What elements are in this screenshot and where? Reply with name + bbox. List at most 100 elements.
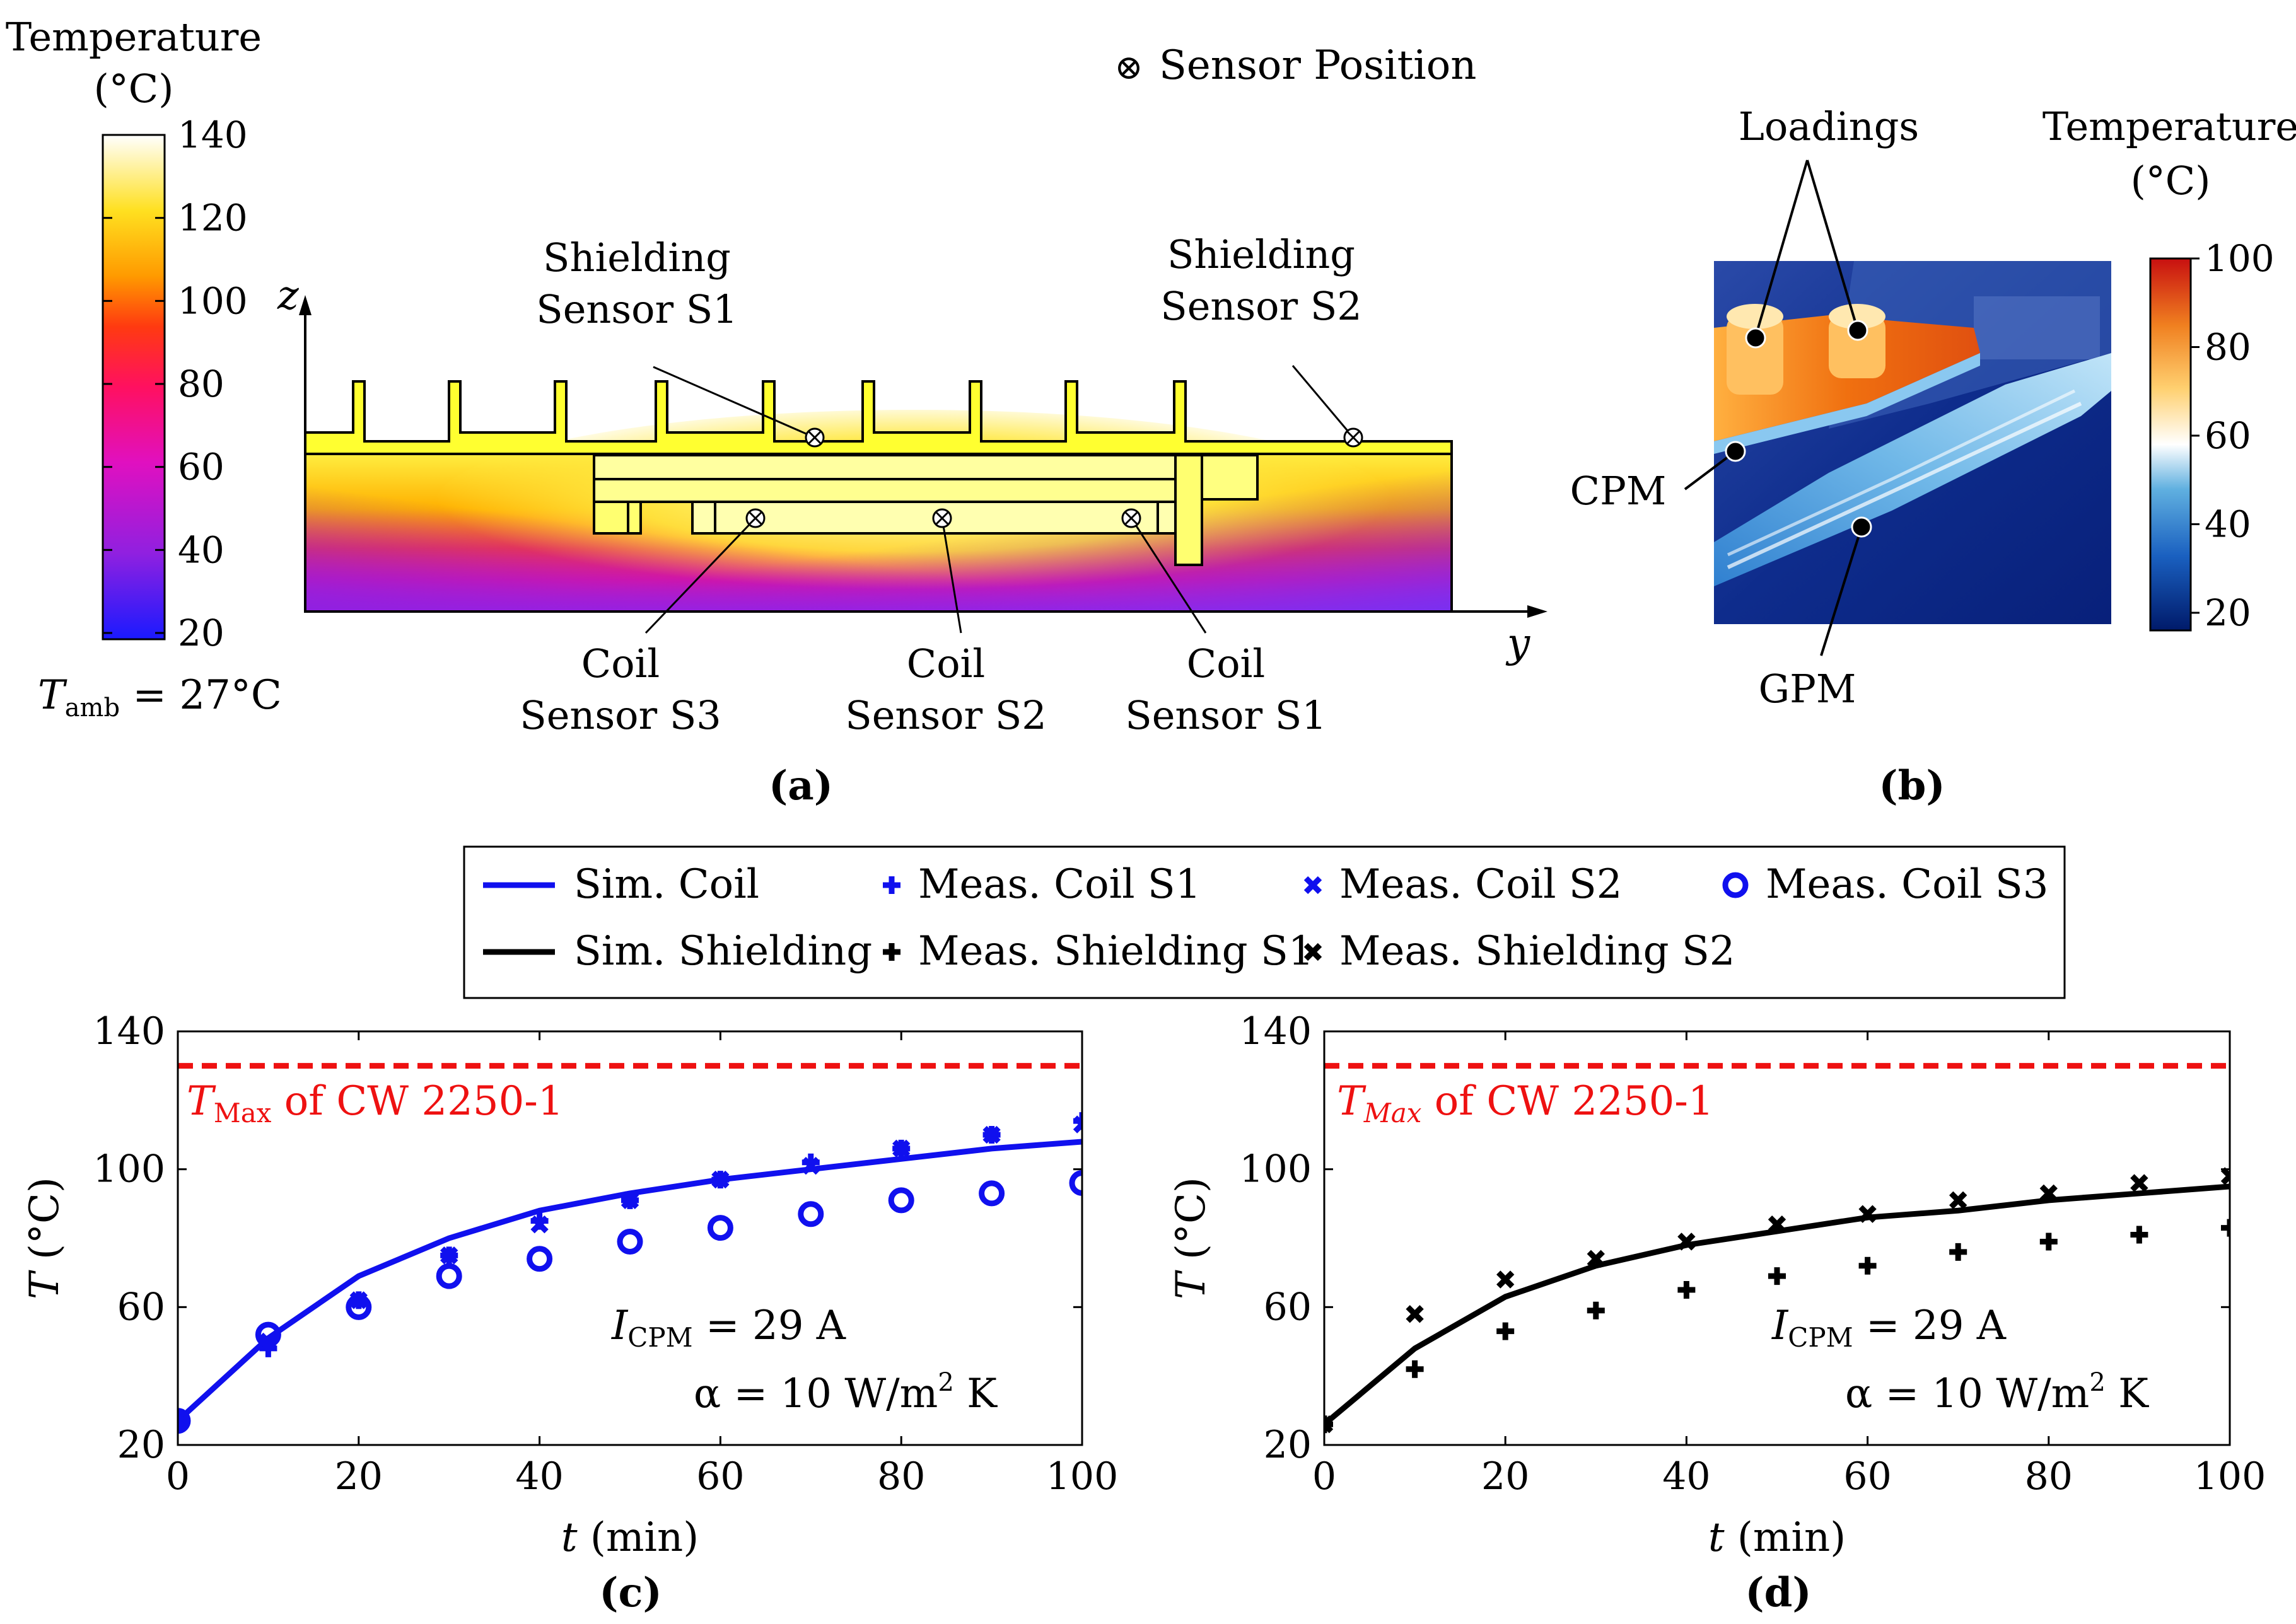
sensor-marker-shielding-s2	[1343, 427, 1363, 448]
colorbar-b-ticks: 100 80 60 40 20	[2191, 237, 2275, 634]
ambient-temperature: Tamb = 27°C	[38, 672, 282, 722]
chart-c-ytick-label: 20	[117, 1423, 165, 1467]
chart-c-plot-area	[178, 1063, 1082, 1434]
gpm-label: GPM	[1759, 666, 1856, 712]
chart-d-point-meas-shielding-s2	[2130, 1174, 2148, 1192]
series-legend: Sim. Coil Meas. Coil S1 Meas. Coil S2 Me…	[463, 845, 2066, 999]
chart-c-point-meas-coil-s2	[711, 1170, 730, 1189]
axis-y-label: y	[1505, 620, 1530, 667]
panel-b-label: (b)	[1879, 762, 1945, 809]
legend-meas-coil-s3: Meas. Coil S3	[1722, 861, 2048, 908]
svg-text:Meas. Shielding S1: Meas. Shielding S1	[918, 928, 1314, 975]
chart-d-xlabel: t (min)	[1708, 1514, 1846, 1561]
chart-c-ytick-label: 100	[93, 1147, 165, 1192]
chart-d-current-annotation: ICPM = 29 A	[1771, 1302, 2007, 1353]
chart-d-point-meas-shielding-s1	[2039, 1232, 2058, 1251]
svg-text:Sensor S2: Sensor S2	[845, 692, 1047, 738]
svg-text:Coil: Coil	[907, 641, 985, 687]
colorbar-a-tick-label: 40	[178, 528, 224, 571]
shielding-plate	[304, 380, 1453, 455]
thermal-annotations: Loadings CPM GPM	[1570, 103, 1920, 712]
svg-text:Meas. Coil S2: Meas. Coil S2	[1339, 861, 1622, 908]
chart-c-xtick-label: 40	[515, 1454, 563, 1499]
chart-c-point-meas-coil-s2	[621, 1191, 639, 1210]
chart-c-current-annotation: ICPM = 29 A	[611, 1302, 846, 1353]
chart-d-panel-label: (d)	[1745, 1569, 1811, 1616]
colorbar-a: Temperature (°C) 140 120 100 80 60 40 20 Tamb …	[6, 14, 282, 722]
chart-d-point-meas-shielding-s2	[1496, 1270, 1515, 1289]
shielding-sensor-s2: Shielding Sensor S2	[1160, 231, 1362, 438]
ferrite-layer	[593, 454, 1203, 480]
chart-c-point-meas-coil-s3	[346, 1294, 372, 1320]
coil-sensor-s1: Coil Sensor S1	[1125, 518, 1327, 738]
chart-d-alpha-annotation: α = 10 W/m2 K	[1845, 1368, 2149, 1417]
colorbar-a-tick-label: 80	[178, 362, 224, 405]
legend-circle-marker-coil	[1722, 872, 1749, 898]
loadings-label: Loadings	[1739, 103, 1919, 149]
svg-text:Meas. Coil S1: Meas. Coil S1	[918, 861, 1201, 908]
legend-meas-shielding-s1: Meas. Shielding S1	[883, 928, 1314, 975]
chart-c-xlabel: t (min)	[561, 1514, 699, 1561]
chart-d-point-meas-shielding-s2	[1324, 1415, 1334, 1434]
legend-plus-marker-shielding	[883, 943, 900, 961]
colorbar-b-tick-label: 20	[2205, 591, 2251, 634]
legend-sim-coil: Sim. Coil	[483, 861, 759, 908]
chart-d-point-meas-shielding-s1	[1587, 1301, 1605, 1320]
chart-c-limit-label: TMax of CW 2250-1	[187, 1078, 564, 1128]
chart-d-point-meas-shielding-s1	[1768, 1267, 1786, 1285]
colorbar-a-tick-label: 60	[178, 446, 224, 489]
chart-c-point-meas-coil-s2	[1073, 1115, 1082, 1134]
sensor-marker-shielding-s1	[805, 427, 825, 448]
axis-z-label: z	[277, 272, 300, 319]
legend-sim-shielding: Sim. Shielding	[483, 928, 872, 975]
chart-c-xtick-label: 60	[696, 1454, 744, 1499]
cross-section	[304, 380, 1453, 613]
chart-c-point-meas-coil-s3	[1069, 1170, 1082, 1197]
chart-d-point-meas-shielding-s1	[1406, 1360, 1424, 1378]
chart-d-point-meas-shielding-s2	[2039, 1184, 2058, 1203]
chart-c-frame	[177, 1030, 1083, 1446]
colorbar-b-tick-label: 100	[2205, 237, 2275, 280]
chart-c-panel-label: (c)	[599, 1569, 662, 1616]
chart-d-xtick-label: 100	[2194, 1454, 2266, 1499]
chart-c-point-meas-coil-s3	[178, 1408, 191, 1434]
chart-c-xtick-label: 100	[1046, 1454, 1119, 1499]
svg-text:Coil: Coil	[1187, 641, 1265, 687]
sensor-marker-coil-s3	[745, 508, 766, 528]
chart-c-point-meas-coil-s3	[436, 1263, 462, 1289]
colorbar-a-tick-label: 140	[178, 113, 248, 156]
chart-c-point-meas-coil-s3	[798, 1201, 824, 1227]
colorbar-a-ticks: 140 120 100 80 60 40 20	[103, 113, 248, 654]
legend-meas-coil-s2: Meas. Coil S2	[1303, 861, 1622, 908]
chart-c-point-meas-coil-s3	[888, 1187, 914, 1214]
chart-c-xtick-label: 0	[166, 1454, 190, 1499]
panel-a: Temperature (°C) 140 120 100 80 60 40 20 Tamb …	[6, 14, 1547, 809]
svg-text:Sensor S3: Sensor S3	[520, 692, 721, 738]
loading-2	[1829, 315, 1885, 378]
chart-d-ytick-label: 60	[1264, 1285, 1312, 1329]
chart-c-point-meas-coil-s3	[979, 1180, 1005, 1207]
legend-cross-marker-coil	[1303, 876, 1322, 895]
sensor-position-label: Sensor Position	[1159, 42, 1477, 89]
legend-box	[463, 845, 2066, 999]
sensor-markers	[745, 427, 1363, 528]
chart-d-point-meas-shielding-s2	[1949, 1191, 1967, 1210]
chart-d-point-meas-shielding-s2	[1587, 1250, 1605, 1268]
sensor-position-legend: ⊗ Sensor Position	[1114, 42, 1476, 89]
chart-d-point-meas-shielding-s1	[1496, 1322, 1515, 1340]
sensor-marker-coil-s1	[1121, 508, 1141, 528]
sensor-marker-icon: ⊗	[1114, 47, 1143, 87]
chart-d-point-meas-shielding-s1	[1677, 1281, 1696, 1299]
chart-c-point-meas-coil-s3	[707, 1215, 733, 1241]
section-axes: z y	[277, 272, 1547, 667]
chart-d-point-meas-shielding-s2	[1677, 1232, 1696, 1251]
chart-c-ytick-label: 60	[117, 1285, 165, 1329]
panel-b: Loadings CPM GPM Temperature (°C) 100 80 6…	[1570, 103, 2296, 809]
chart-d-xtick-label: 40	[1662, 1454, 1710, 1499]
coil-sensor-s3: Coil Sensor S3	[520, 517, 757, 738]
chart-c-xtick-label: 80	[877, 1454, 925, 1499]
